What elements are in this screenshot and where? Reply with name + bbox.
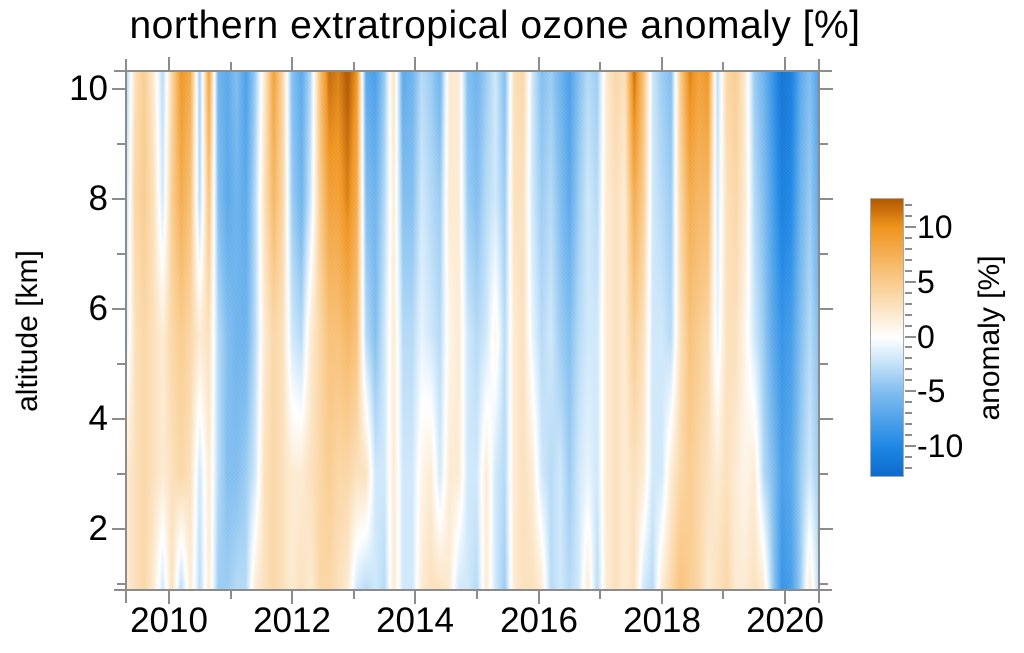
y-major-tick xyxy=(112,198,125,200)
x-minor-tick xyxy=(230,591,232,599)
y-major-tick-right xyxy=(820,418,833,420)
colorbar-minor-tick xyxy=(905,237,912,239)
y-axis-right-spine xyxy=(818,59,820,603)
heatmap-image xyxy=(127,72,819,590)
colorbar-minor-tick xyxy=(905,434,912,436)
colorbar-major-tick xyxy=(905,390,916,392)
colorbar-minor-tick xyxy=(905,379,912,381)
colorbar-major-tick xyxy=(905,226,916,228)
y-minor-tick-right xyxy=(820,253,828,255)
colorbar-minor-tick xyxy=(905,423,912,425)
colorbar-minor-tick xyxy=(905,412,912,414)
x-minor-tick xyxy=(476,591,478,599)
x-axis-bottom-spine xyxy=(114,589,832,591)
x-axis-top-spine xyxy=(114,70,832,72)
x-major-tick-top xyxy=(538,57,540,70)
colorbar-tick-label: 5 xyxy=(917,264,935,300)
heatmap-plot-area xyxy=(127,72,819,590)
colorbar-minor-tick xyxy=(905,248,912,250)
colorbar-gradient xyxy=(871,199,903,476)
x-major-tick xyxy=(168,591,170,604)
y-major-tick-right xyxy=(820,88,833,90)
colorbar-minor-tick xyxy=(905,346,912,348)
y-tick-label: 10 xyxy=(69,69,108,108)
x-minor-tick-top xyxy=(476,62,478,70)
x-tick-label: 2012 xyxy=(253,601,331,640)
x-major-tick xyxy=(414,591,416,604)
colorbar-tick-label: 0 xyxy=(917,319,935,355)
x-minor-tick xyxy=(722,591,724,599)
x-tick-label: 2018 xyxy=(623,601,701,640)
y-minor-tick-right xyxy=(820,583,828,585)
x-minor-tick-top xyxy=(722,62,724,70)
x-major-tick-top xyxy=(661,57,663,70)
y-major-tick xyxy=(112,88,125,90)
x-major-tick xyxy=(661,591,663,604)
y-major-tick xyxy=(112,528,125,530)
colorbar-minor-tick xyxy=(905,259,912,261)
y-axis-title: altitude [km] xyxy=(11,250,44,412)
y-minor-tick xyxy=(117,143,125,145)
y-minor-tick xyxy=(117,363,125,365)
y-axis-left-spine xyxy=(125,59,127,603)
x-minor-tick xyxy=(599,591,601,599)
colorbar xyxy=(870,198,904,477)
colorbar-minor-tick xyxy=(905,292,912,294)
y-major-tick-right xyxy=(820,198,833,200)
y-major-tick xyxy=(112,308,125,310)
colorbar-minor-tick xyxy=(905,368,912,370)
colorbar-tick-label: 10 xyxy=(917,209,953,245)
x-minor-tick-top xyxy=(599,62,601,70)
y-major-tick xyxy=(112,418,125,420)
y-minor-tick xyxy=(117,583,125,585)
colorbar-minor-tick xyxy=(905,270,912,272)
colorbar-minor-tick xyxy=(905,456,912,458)
x-major-tick-top xyxy=(291,57,293,70)
colorbar-major-tick xyxy=(905,336,916,338)
x-minor-tick xyxy=(353,591,355,599)
x-major-tick xyxy=(784,591,786,604)
x-tick-label: 2014 xyxy=(376,601,454,640)
colorbar-title: anomaly [%] xyxy=(973,255,1006,421)
y-major-tick-right xyxy=(820,528,833,530)
x-minor-tick-top xyxy=(353,62,355,70)
y-minor-tick xyxy=(117,253,125,255)
x-tick-label: 2010 xyxy=(130,601,208,640)
y-major-tick-right xyxy=(820,308,833,310)
x-tick-label: 2016 xyxy=(500,601,578,640)
y-minor-tick-right xyxy=(820,473,828,475)
x-major-tick xyxy=(291,591,293,604)
colorbar-major-tick xyxy=(905,281,916,283)
x-major-tick-top xyxy=(168,57,170,70)
chart-title: northern extratropical ozone anomaly [%] xyxy=(129,4,861,47)
x-tick-label: 2020 xyxy=(746,601,824,640)
x-major-tick-top xyxy=(414,57,416,70)
x-major-tick-top xyxy=(784,57,786,70)
y-minor-tick xyxy=(117,473,125,475)
colorbar-minor-tick xyxy=(905,303,912,305)
colorbar-tick-label: -10 xyxy=(917,428,964,464)
y-tick-label: 6 xyxy=(88,289,108,328)
colorbar-minor-tick xyxy=(905,314,912,316)
x-minor-tick-top xyxy=(230,62,232,70)
colorbar-tick-label: -5 xyxy=(917,373,946,409)
y-tick-label: 4 xyxy=(88,399,108,438)
y-minor-tick-right xyxy=(820,143,828,145)
colorbar-major-tick xyxy=(905,445,916,447)
y-minor-tick-right xyxy=(820,363,828,365)
colorbar-minor-tick xyxy=(905,325,912,327)
x-major-tick xyxy=(538,591,540,604)
colorbar-minor-tick xyxy=(905,215,912,217)
colorbar-minor-tick xyxy=(905,204,912,206)
colorbar-minor-tick xyxy=(905,357,912,359)
y-tick-label: 8 xyxy=(88,179,108,218)
colorbar-minor-tick xyxy=(905,401,912,403)
colorbar-minor-tick xyxy=(905,467,912,469)
y-tick-label: 2 xyxy=(88,509,108,548)
